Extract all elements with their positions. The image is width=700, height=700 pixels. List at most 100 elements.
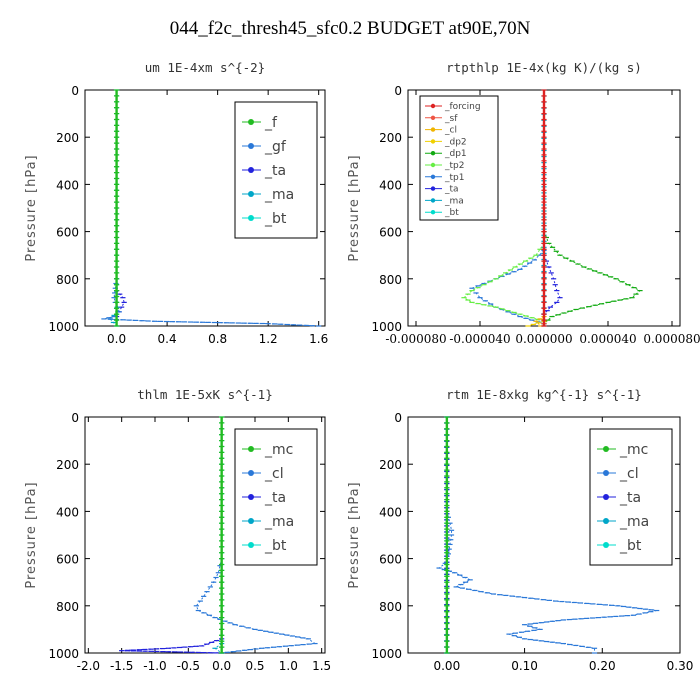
y-tick-label: 400 xyxy=(379,505,402,519)
legend-marker xyxy=(248,518,254,524)
y-tick-label: 200 xyxy=(379,458,402,472)
x-tick-label: 0.4 xyxy=(158,332,177,346)
x-tick-label: 1.0 xyxy=(279,659,298,673)
y-tick-label: 200 xyxy=(56,131,79,145)
legend-marker xyxy=(430,103,436,109)
legend-marker xyxy=(248,215,254,221)
y-tick-label: 800 xyxy=(56,600,79,614)
y-tick-label: 600 xyxy=(379,553,402,567)
y-tick-label: 0 xyxy=(71,411,79,425)
legend-label: _ta xyxy=(619,490,641,506)
y-axis-label: Pressure [hPa] xyxy=(347,154,362,261)
chart-3: thlm 1E-5xK s^{-1} Pressure [hPa] 0 200 400 6… xyxy=(24,387,331,673)
chart-4: rtm 1E-8xkg kg^{-1} s^{-1} Pressure [hPa]… xyxy=(347,387,693,673)
plot-title: um 1E-4xm s^{-2} xyxy=(145,60,265,75)
y-tick-label: 0 xyxy=(71,84,79,98)
legend-label: _bt xyxy=(444,208,459,218)
figure-title: 044_f2c_thresh45_sfc0.2 BUDGET at90E,70N xyxy=(169,18,531,39)
series-ta xyxy=(541,254,563,322)
x-tick-label: 1.5 xyxy=(312,659,331,673)
x-tick-label: 0.8 xyxy=(208,332,227,346)
y-tick-label: 600 xyxy=(379,226,402,240)
x-tick-label: -0.000080 xyxy=(385,332,446,346)
series-forcing xyxy=(541,89,547,327)
x-tick-label: 0.000040 xyxy=(579,332,636,346)
legend-label: _ma xyxy=(619,514,649,530)
plot-title: rtpthlp 1E-4x(kg K)/(kg s) xyxy=(446,60,642,75)
y-tick-label: 800 xyxy=(379,273,402,287)
y-tick-label: 200 xyxy=(56,458,79,472)
chart-1: um 1E-4xm s^{-2} Pressure [hPa] 0 200 400 600… xyxy=(24,60,328,346)
legend-marker xyxy=(248,542,254,548)
series-cl xyxy=(533,315,547,327)
legend-label: _ta xyxy=(444,185,459,195)
x-tick-label: 0.5 xyxy=(245,659,264,673)
legend-label: _ta xyxy=(264,490,286,506)
legend-label: _sf xyxy=(444,114,458,124)
y-tick-label: 400 xyxy=(379,178,402,192)
legend-label: _ta xyxy=(264,163,286,179)
legend-marker xyxy=(248,494,254,500)
legend-marker xyxy=(248,191,254,197)
series-cl xyxy=(436,510,660,654)
x-tick-label: 0.20 xyxy=(589,659,616,673)
legend-label: _ma xyxy=(444,196,464,206)
legend-marker xyxy=(248,167,254,173)
legend-label: _gf xyxy=(264,139,287,155)
legend-label: _bt xyxy=(619,538,642,554)
legend: _mc _cl _ta _ma _bt xyxy=(234,428,318,566)
legend-label: _bt xyxy=(264,211,287,227)
y-axis-label: Pressure [hPa] xyxy=(24,154,39,261)
legend-marker xyxy=(430,186,436,191)
legend-label: _forcing xyxy=(444,102,481,112)
x-tick-label: 0.000000 xyxy=(515,332,572,346)
y-tick-label: 800 xyxy=(56,273,79,287)
plot-title: thlm 1E-5xK s^{-1} xyxy=(137,387,272,402)
legend-label: _cl xyxy=(444,126,457,136)
x-tick-label: -1.5 xyxy=(110,659,133,673)
plot-frame xyxy=(84,89,326,327)
series-line xyxy=(195,558,317,654)
legend-marker xyxy=(603,446,609,452)
x-tick-label: -1.0 xyxy=(143,659,166,673)
legend-marker xyxy=(430,127,436,132)
legend-marker xyxy=(603,470,609,476)
x-tick-label: -0.000040 xyxy=(449,332,510,346)
series-mc xyxy=(219,416,225,654)
series-line xyxy=(471,250,545,325)
y-tick-label: 200 xyxy=(379,131,402,145)
x-tick-label: 0.10 xyxy=(511,659,538,673)
legend-label: _cl xyxy=(619,466,639,482)
y-tick-label: 600 xyxy=(56,226,79,240)
x-tick-label: -0.5 xyxy=(177,659,200,673)
legend-label: _tp2 xyxy=(444,161,464,171)
legend-marker xyxy=(430,139,436,144)
y-tick-label: 0 xyxy=(394,84,402,98)
series-line xyxy=(116,290,125,317)
legend: _forcing _sf _cl_dp2 _dp1 _tp2 _tp1 _ta_ma _bt xyxy=(419,95,499,221)
series-line xyxy=(103,278,319,327)
series-cl xyxy=(193,557,318,654)
legend-label: _ma xyxy=(264,514,294,530)
plot-frame xyxy=(407,416,681,654)
x-tick-label: 0.00 xyxy=(433,659,460,673)
y-tick-label: 1000 xyxy=(371,320,402,334)
legend-label: _dp2 xyxy=(444,137,467,147)
legend-marker xyxy=(603,494,609,500)
legend-marker xyxy=(603,542,609,548)
legend-marker xyxy=(248,119,254,125)
legend-label: _tp1 xyxy=(444,173,464,183)
plot-title: rtm 1E-8xkg kg^{-1} s^{-1} xyxy=(446,387,642,402)
legend-marker xyxy=(430,162,436,168)
legend-marker xyxy=(430,151,436,156)
legend-label: _ma xyxy=(264,187,294,203)
legend-label: _dp1 xyxy=(444,149,467,159)
x-tick-label: 0.0 xyxy=(107,332,126,346)
x-tick-label: 0.0 xyxy=(212,659,231,673)
legend-label: _f xyxy=(264,115,278,131)
y-tick-label: 800 xyxy=(379,600,402,614)
series-ta xyxy=(119,638,225,654)
legend-marker xyxy=(430,198,436,203)
series-tp2 xyxy=(461,242,547,322)
x-tick-label: -2.0 xyxy=(77,659,100,673)
